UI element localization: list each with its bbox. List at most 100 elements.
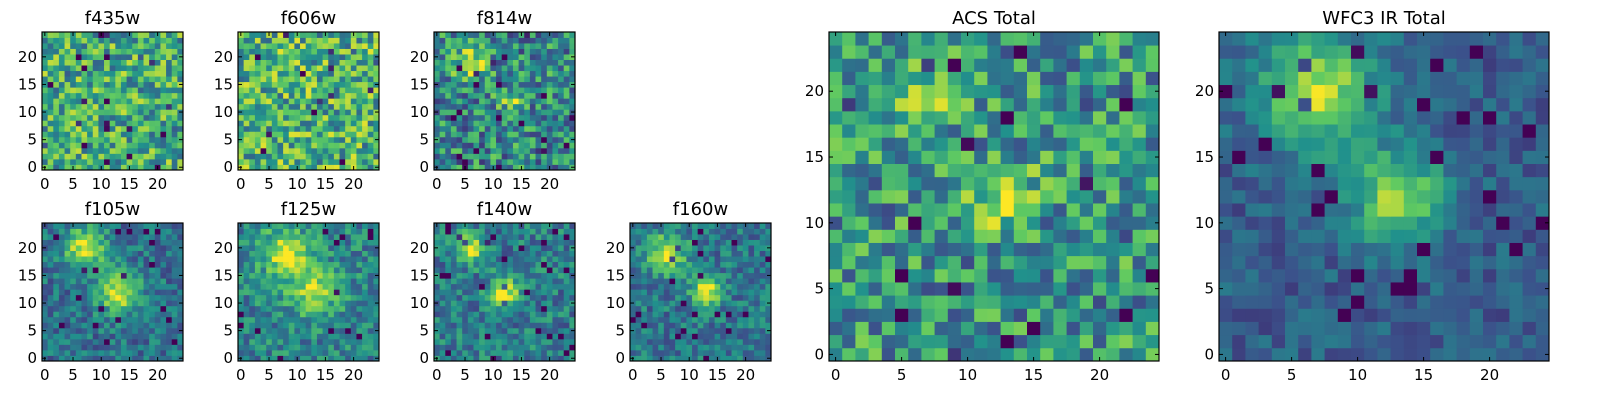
heatmap-cell	[339, 158, 346, 165]
heatmap-cell	[703, 327, 710, 334]
heatmap-cell	[692, 239, 699, 246]
heatmap-cell	[70, 103, 77, 110]
heatmap-cell	[1093, 308, 1107, 322]
heatmap-cell	[132, 327, 139, 334]
heatmap-cell	[765, 322, 772, 329]
heatmap-cell	[316, 37, 323, 44]
heatmap-cell	[697, 223, 704, 229]
heatmap-cell	[496, 103, 503, 110]
heatmap-cell	[75, 109, 82, 116]
heatmap-cell	[283, 43, 290, 49]
heatmap-cell	[47, 142, 54, 149]
heatmap-cell	[467, 164, 474, 171]
heatmap-cell	[249, 142, 256, 149]
heatmap-cell	[708, 344, 715, 351]
heatmap-cell	[75, 289, 82, 296]
heatmap-cell	[501, 228, 508, 235]
heatmap-cell	[479, 37, 486, 44]
heatmap-cell	[720, 294, 727, 301]
heatmap-cell	[87, 153, 94, 160]
heatmap-cell	[373, 76, 380, 83]
heatmap-cell	[328, 355, 335, 362]
heatmap-cell	[53, 283, 60, 290]
heatmap-cell	[238, 76, 245, 83]
heatmap-cell	[703, 322, 710, 329]
heatmap-cell	[518, 349, 525, 356]
heatmap-cell	[132, 131, 139, 138]
heatmap-cell	[725, 300, 732, 307]
heatmap-cell	[58, 261, 65, 268]
heatmap-cell	[283, 234, 290, 240]
heatmap-cell	[496, 147, 503, 154]
heatmap-cell	[541, 65, 548, 72]
heatmap-cell	[87, 87, 94, 94]
heatmap-cell	[345, 158, 352, 165]
heatmap-cell	[149, 131, 156, 138]
heatmap-cell	[490, 37, 497, 44]
heatmap-cell	[663, 316, 670, 323]
heatmap-cell	[708, 278, 715, 285]
heatmap-cell	[737, 261, 744, 268]
heatmap-cell	[456, 267, 463, 274]
heatmap-cell	[42, 294, 49, 301]
heatmap-cell	[552, 228, 559, 235]
heatmap-cell	[58, 76, 65, 83]
heatmap-cell	[260, 228, 267, 235]
heatmap-cell	[333, 76, 340, 83]
heatmap-cell	[686, 250, 693, 257]
heatmap-cell	[456, 109, 463, 116]
heatmap-cell	[92, 355, 99, 362]
heatmap-cell	[456, 142, 463, 149]
heatmap-cell	[524, 109, 531, 116]
heatmap-cell	[720, 267, 727, 274]
heatmap-cell	[126, 81, 133, 88]
heatmap-cell	[686, 305, 693, 312]
heatmap-cell	[98, 333, 105, 340]
heatmap-cell	[512, 256, 519, 263]
heatmap-cell	[934, 295, 949, 309]
heatmap-cell	[294, 228, 301, 235]
heatmap-cell	[87, 256, 94, 263]
heatmap-cell	[490, 125, 497, 132]
heatmap-cell	[697, 283, 704, 290]
heatmap-cell	[541, 76, 548, 83]
heatmap-cell	[137, 109, 144, 116]
heatmap-cell	[322, 103, 329, 110]
heatmap-cell	[703, 294, 710, 301]
heatmap-cell	[42, 92, 49, 99]
heatmap-cell	[87, 37, 94, 44]
heatmap-cell	[934, 334, 949, 349]
heatmap-cell	[305, 98, 312, 105]
heatmap-cell	[109, 256, 116, 263]
heatmap-cell	[47, 37, 54, 44]
heatmap-cell	[115, 87, 122, 94]
heatmap-cell	[137, 147, 144, 154]
heatmap-cell	[658, 289, 665, 296]
heatmap-cell	[439, 59, 446, 66]
heatmap-cell	[501, 147, 508, 154]
heatmap-cell	[345, 223, 352, 229]
heatmap-cell	[356, 267, 363, 274]
heatmap-cell	[439, 250, 446, 257]
heatmap-cell	[439, 283, 446, 290]
heatmap-cell	[322, 245, 329, 251]
heatmap-cell	[450, 338, 457, 345]
heatmap-cell	[42, 316, 49, 323]
heatmap-cell	[266, 272, 273, 279]
heatmap-cell	[104, 228, 111, 235]
heatmap-cell	[748, 311, 755, 318]
heatmap-cell	[283, 289, 290, 296]
heatmap-cell	[546, 142, 553, 149]
heatmap-cell	[47, 349, 54, 356]
heatmap-cell	[512, 261, 519, 268]
heatmap-cell	[434, 305, 441, 312]
heatmap-cell	[558, 234, 565, 240]
heatmap-cell	[524, 164, 531, 171]
heatmap-cell	[462, 120, 469, 127]
heatmap-cell	[316, 70, 323, 77]
heatmap-cell	[98, 76, 105, 83]
heatmap-cell	[908, 255, 922, 270]
heatmap-cell	[524, 294, 531, 301]
heatmap-cell	[266, 294, 273, 301]
heatmap-cell	[1093, 242, 1107, 257]
